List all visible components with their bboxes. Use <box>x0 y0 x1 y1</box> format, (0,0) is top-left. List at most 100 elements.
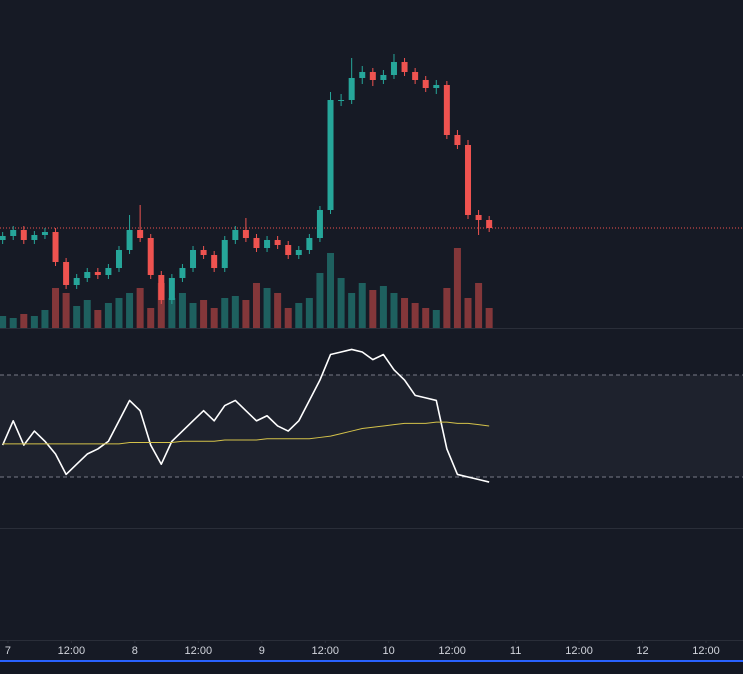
volume-bar <box>369 290 377 328</box>
volume-bar <box>147 308 155 328</box>
candle-body <box>306 238 313 250</box>
volume-bar <box>358 283 366 328</box>
candle-body <box>433 85 440 88</box>
volume-bar <box>390 293 398 328</box>
candle-body <box>10 230 17 236</box>
volume-bar <box>274 293 282 328</box>
volume-bar <box>337 278 345 328</box>
candle-body <box>348 78 355 100</box>
candle-body <box>369 72 376 80</box>
volume-bar <box>422 308 430 328</box>
candle-body <box>73 278 80 285</box>
volume-bar <box>0 316 7 328</box>
x-tick-label: 12:00 <box>692 645 720 657</box>
volume-bar <box>20 314 28 328</box>
volume-bar <box>104 303 112 328</box>
candle-body <box>264 240 271 248</box>
volume-bar <box>464 298 472 328</box>
x-tick-label: 12:00 <box>185 645 213 657</box>
x-tick-label: 12:00 <box>311 645 339 657</box>
candle-body <box>285 245 292 255</box>
x-tick-label: 12:00 <box>565 645 593 657</box>
toolbar-border <box>0 660 743 662</box>
volume-bar <box>221 298 229 328</box>
candle-body <box>0 236 6 240</box>
volume-bar <box>252 283 260 328</box>
candle-body <box>84 272 91 278</box>
x-tick-label: 8 <box>132 645 138 657</box>
candle-body <box>158 275 165 300</box>
volume-bar <box>168 298 176 328</box>
volume-bar <box>210 308 218 328</box>
candle-body <box>232 230 239 240</box>
volume-bar <box>30 316 38 328</box>
volume-bar <box>189 303 197 328</box>
volume-bar <box>305 298 313 328</box>
volume-bar <box>200 300 208 328</box>
candle-body <box>380 75 387 80</box>
candle-body <box>168 278 175 300</box>
x-tick-label: 12:00 <box>58 645 86 657</box>
candle-body <box>52 232 59 262</box>
volume-bar <box>178 293 186 328</box>
volume-bar <box>9 318 17 328</box>
volume-bar <box>379 286 387 328</box>
volume-bar <box>136 288 144 328</box>
bottom-toolbar <box>0 662 743 674</box>
candle-body <box>211 255 218 268</box>
candle-body <box>200 250 207 255</box>
volume-bar <box>348 293 356 328</box>
candle-body <box>105 268 112 275</box>
candle-body <box>401 62 408 72</box>
candle-body <box>147 238 154 275</box>
volume-bar <box>52 288 60 328</box>
candle-body <box>94 272 101 275</box>
candle-body <box>115 250 122 268</box>
candle-body <box>465 145 472 215</box>
volume-bar <box>401 298 409 328</box>
volume-bar <box>62 293 70 328</box>
volume-bar <box>242 300 250 328</box>
volume-bar <box>126 293 134 328</box>
candle-body <box>412 72 419 80</box>
candle-body <box>221 240 228 268</box>
x-tick-label: 10 <box>383 645 395 657</box>
candle-body <box>327 100 334 210</box>
x-tick-label: 7 <box>5 645 11 657</box>
volume-bar <box>316 273 324 328</box>
volume-bar <box>94 310 102 328</box>
candle-body <box>126 230 133 250</box>
candle-body <box>316 210 323 238</box>
candle-body <box>454 135 461 145</box>
rsi-line <box>1 348 490 483</box>
volume-bar <box>83 300 91 328</box>
candle-body <box>179 268 186 278</box>
candle-body <box>475 215 482 220</box>
volume-bar <box>411 303 419 328</box>
rsi-ma-line <box>2 421 490 445</box>
x-tick-label: 12:00 <box>438 645 466 657</box>
volume-bar <box>263 288 271 328</box>
volume-bar <box>475 283 483 328</box>
volume-bar <box>115 298 123 328</box>
volume-bar <box>327 253 335 328</box>
x-tick-label: 12 <box>636 645 648 657</box>
rsi-band-fill <box>0 374 743 477</box>
candle-body <box>41 232 48 235</box>
candle-body <box>190 250 197 268</box>
candle-body <box>443 85 450 135</box>
volume-bar <box>485 308 493 328</box>
volume-bar <box>453 248 461 328</box>
candle-body <box>338 100 345 101</box>
candle-body <box>274 240 281 245</box>
candle-body <box>253 238 260 248</box>
candle-body <box>295 250 302 255</box>
candle-body <box>242 230 249 238</box>
volume-bar <box>443 288 451 328</box>
volume-bar <box>41 310 49 328</box>
candle-body <box>137 230 144 238</box>
volume-bar <box>73 306 81 328</box>
candle-body <box>390 62 397 75</box>
candle-body <box>20 230 27 240</box>
